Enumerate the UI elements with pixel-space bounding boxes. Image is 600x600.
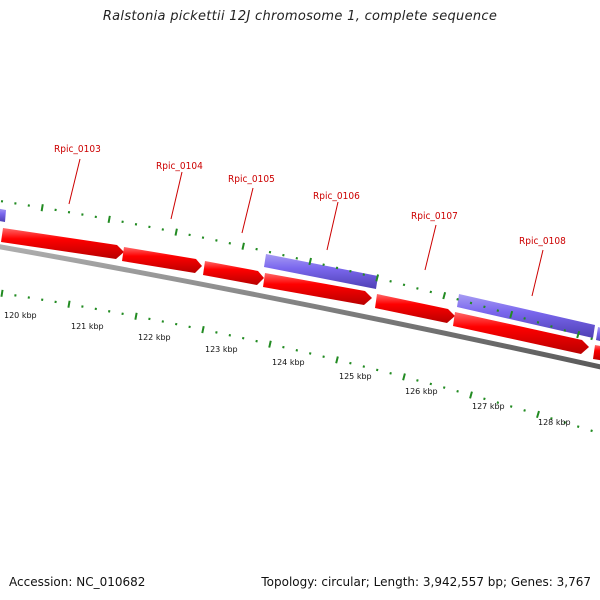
minor-tick <box>349 361 352 365</box>
gene-forward <box>263 273 372 305</box>
major-tick <box>0 289 4 297</box>
minor-tick <box>295 257 299 260</box>
major-tick <box>375 274 380 282</box>
minor-tick <box>536 321 540 324</box>
gene-label: Rpic_0106 <box>313 191 360 202</box>
minor-tick <box>322 263 325 266</box>
minor-tick <box>282 253 285 257</box>
major-tick <box>67 300 71 308</box>
major-tick <box>241 242 245 250</box>
gene-forward <box>593 345 600 361</box>
map-title: Ralstonia pickettii 12J chromosome 1, co… <box>102 9 498 24</box>
scale-label: 120 kbp <box>4 311 37 320</box>
minor-tick <box>429 382 433 386</box>
gene-leader-line <box>170 171 183 220</box>
minor-tick <box>442 386 446 389</box>
major-tick <box>174 228 178 236</box>
minor-tick <box>335 266 339 270</box>
minor-tick <box>550 417 553 420</box>
scale-label: 128 kbp <box>538 418 571 427</box>
minor-tick <box>308 352 312 355</box>
gene-label: Rpic_0108 <box>519 236 566 247</box>
minor-tick <box>416 379 419 382</box>
scale-label: 127 kbp <box>472 402 505 411</box>
minor-tick <box>295 349 299 352</box>
minor-tick <box>496 309 500 312</box>
gene-forward <box>1 228 124 259</box>
gene-reverse <box>596 327 600 341</box>
major-tick <box>509 310 514 319</box>
scale-label: 121 kbp <box>71 322 104 331</box>
major-tick <box>402 373 406 381</box>
accession-text: Accession: NC_010682 <box>9 575 146 589</box>
scale-label: 124 kbp <box>272 358 305 367</box>
gene-reverse <box>264 254 378 289</box>
major-tick <box>576 330 581 339</box>
gene-label: Rpic_0105 <box>228 174 275 185</box>
minor-tick <box>322 355 325 358</box>
major-tick <box>335 356 339 364</box>
gene-leader-line <box>326 201 339 251</box>
minor-tick <box>550 325 553 328</box>
scale-tick-row <box>0 289 593 433</box>
minor-tick <box>402 283 406 287</box>
minor-tick <box>389 372 392 375</box>
gene-leader-line <box>68 158 81 205</box>
minor-tick <box>523 409 526 412</box>
gene-leader-line <box>241 187 254 234</box>
major-tick <box>469 391 473 399</box>
major-tick <box>536 410 540 419</box>
gene-forward <box>203 261 264 285</box>
minor-tick <box>375 368 379 372</box>
gene-leader-line <box>531 249 544 297</box>
minor-tick <box>282 345 285 349</box>
minor-tick <box>563 421 567 424</box>
scale-label: 126 kbp <box>405 387 438 396</box>
minor-tick <box>509 405 513 408</box>
gene-forward <box>122 247 202 273</box>
major-tick <box>442 291 447 300</box>
minor-tick <box>416 287 419 290</box>
gene-forward <box>375 294 455 323</box>
gene-leader-line <box>424 224 437 271</box>
gene-label: Rpic_0107 <box>411 211 458 222</box>
gene-reverse <box>457 294 595 338</box>
minor-tick <box>483 305 486 309</box>
scale-label: 123 kbp <box>205 345 238 354</box>
major-tick <box>40 204 44 212</box>
upper-tick-row <box>0 200 593 341</box>
major-tick <box>201 325 205 334</box>
minor-tick <box>590 337 593 341</box>
scale-label: 122 kbp <box>138 333 171 342</box>
minor-tick <box>469 301 473 305</box>
major-tick <box>268 340 272 348</box>
chromosome-backbone <box>0 244 600 370</box>
gene-label: Rpic_0103 <box>54 144 101 155</box>
scale-label: 125 kbp <box>339 372 372 381</box>
gene-label: Rpic_0104 <box>156 161 203 172</box>
gene-forward <box>453 312 589 354</box>
minor-tick <box>456 297 459 301</box>
minor-tick <box>456 389 459 393</box>
minor-tick <box>523 317 526 320</box>
major-tick <box>134 312 138 320</box>
minor-tick <box>362 365 366 368</box>
minor-tick <box>389 280 392 283</box>
minor-tick <box>576 425 580 428</box>
genome-stats-text: Topology: circular; Length: 3,942,557 bp… <box>261 575 591 589</box>
minor-tick <box>349 269 352 273</box>
minor-tick <box>483 397 486 401</box>
minor-tick <box>496 401 500 404</box>
minor-tick <box>563 329 567 332</box>
forward-strand-genes <box>1 228 600 361</box>
major-tick <box>308 257 312 266</box>
minor-tick <box>590 429 593 433</box>
reverse-strand-genes <box>0 208 600 341</box>
minor-tick <box>429 290 433 294</box>
gene-reverse <box>0 208 6 222</box>
minor-tick <box>362 273 366 276</box>
major-tick <box>107 215 111 223</box>
